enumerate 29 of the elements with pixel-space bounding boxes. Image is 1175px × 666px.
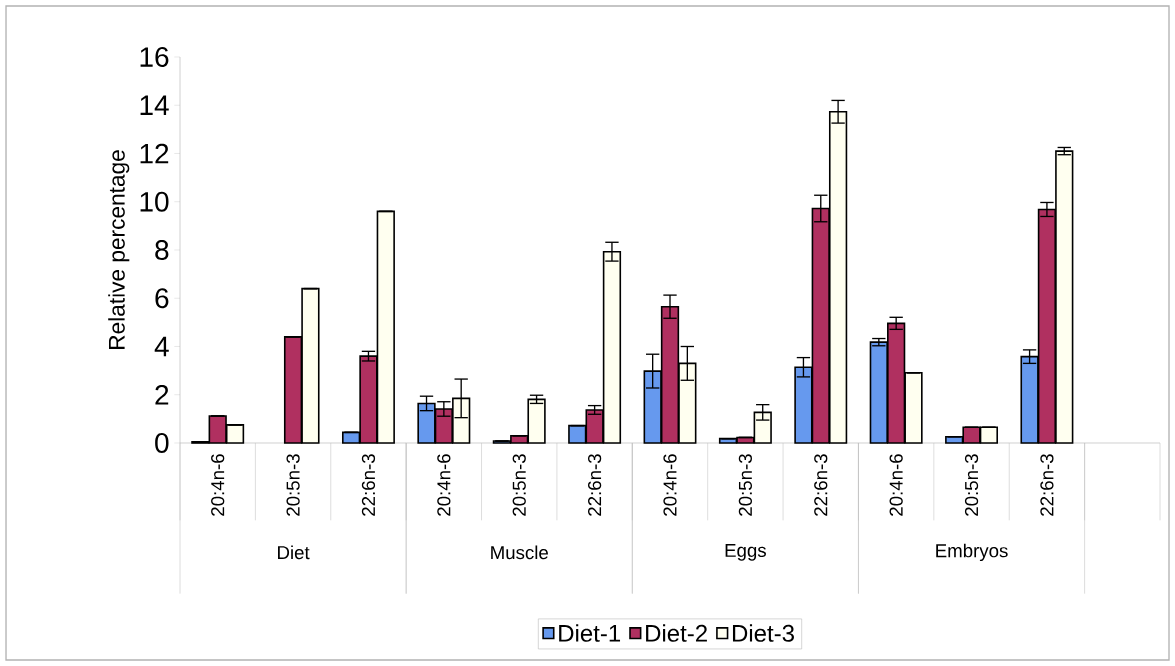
text: Eggs [725, 543, 766, 561]
y-tick-label: 0 [155, 433, 169, 453]
x-tick-label: 20:4n-6 [211, 454, 225, 516]
y-tick-label: 10 [140, 191, 169, 212]
x-tick-label: 22:6n-3 [1040, 454, 1054, 516]
y-tick-label: 14 [140, 95, 169, 115]
text: Muscle [491, 545, 548, 560]
y-tick-label: 2 [155, 384, 169, 405]
x-tick-label: 20:5n-3 [286, 454, 300, 516]
y-tick-label: 8 [155, 240, 169, 260]
x-tick-label: 20:4n-6 [889, 454, 903, 516]
text: Diet [278, 545, 310, 560]
y-tick-label: 4 [154, 336, 169, 357]
x-tick-label: 20:5n-3 [964, 454, 979, 516]
y-tick-label: 12 [140, 143, 169, 164]
x-tick-label: 20:5n-3 [512, 454, 526, 516]
y-axis-title: Relative percentage [108, 150, 130, 349]
legend-label: Diet-1 [559, 624, 621, 642]
x-tick-label: 20:5n-3 [738, 454, 752, 516]
text: Embryos [936, 543, 1008, 562]
legend-label: Diet-2 [646, 624, 707, 642]
y-tick-label: 6 [155, 288, 169, 309]
x-tick-label: 20:4n-6 [437, 454, 451, 516]
y-tick-label: 16 [140, 47, 169, 67]
x-tick-label: 20:4n-6 [663, 454, 677, 516]
legend-label: Diet-3 [732, 624, 794, 642]
x-tick-label: 22:6n-3 [814, 454, 828, 516]
x-tick-label: 22:6n-3 [588, 454, 602, 516]
x-tick-label: 22:6n-3 [361, 454, 376, 516]
